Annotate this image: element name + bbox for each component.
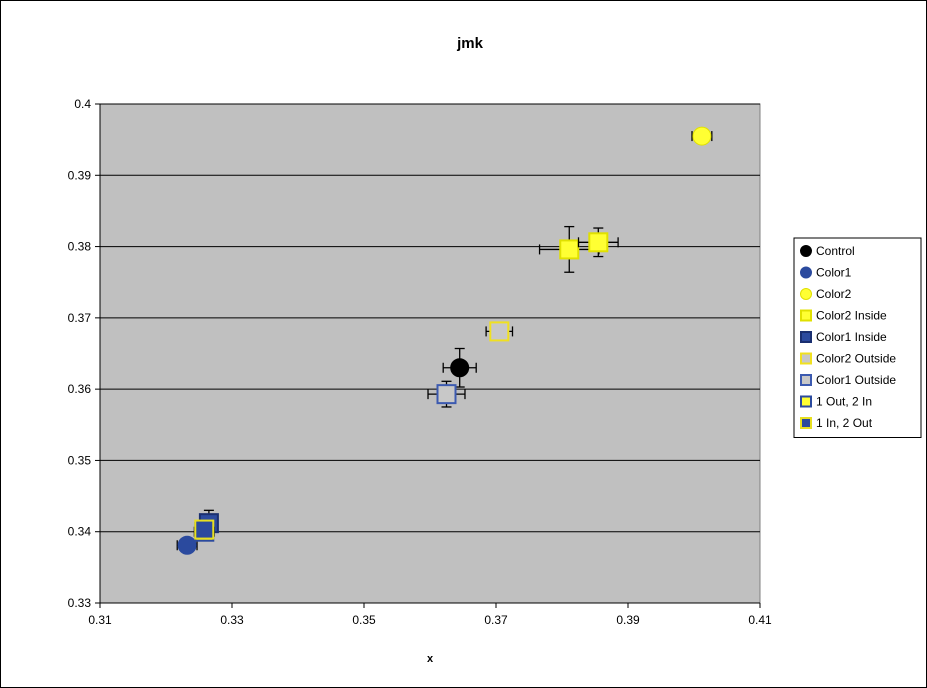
- y-tick-label: 0.36: [68, 382, 92, 396]
- data-point-1-in-2-out: [194, 519, 215, 540]
- y-tick-label: 0.4: [74, 97, 91, 111]
- legend-label: 1 In, 2 Out: [816, 416, 873, 430]
- y-tick-label: 0.34: [68, 525, 92, 539]
- legend-item-color1: Color1: [800, 266, 852, 280]
- y-tick-label: 0.33: [68, 596, 92, 610]
- legend-item-control: Control: [800, 244, 855, 258]
- x-tick-label: 0.31: [88, 613, 112, 627]
- legend-label: Color2 Outside: [816, 352, 896, 366]
- legend-marker-color2-inside: [800, 309, 812, 322]
- legend-marker-1-out-2-in: [800, 395, 812, 408]
- legend-label: 1 Out, 2 In: [816, 395, 872, 409]
- legend-marker-control: [800, 245, 812, 257]
- y-tick-label: 0.38: [68, 240, 92, 254]
- plot-area: 0.33 0.34 0.35 0.36 0.37 0.38 0.39 0.4 0.31 0.33 0…: [68, 97, 772, 627]
- legend-label: Color1 Inside: [816, 330, 887, 344]
- chart-title: jmk: [456, 35, 484, 52]
- data-point-color1-outside: [436, 384, 457, 405]
- legend-marker-color1-inside: [800, 331, 812, 343]
- data-point-color2-inside: [588, 232, 609, 253]
- legend-item-color2-outside: Color2 Outside: [800, 352, 896, 366]
- x-tick-label: 0.33: [220, 613, 244, 627]
- y-tick-label: 0.35: [68, 453, 92, 467]
- legend-label: Color2: [816, 287, 852, 301]
- data-point-color2-inside: [559, 239, 580, 260]
- legend-item-color2-inside: Color2 Inside: [800, 309, 887, 323]
- x-axis-label: x: [427, 653, 434, 665]
- legend-marker-1-in-2-out: [800, 417, 812, 429]
- legend: Control Color1 Color2 Color2 Inside Color1 I…: [793, 237, 922, 438]
- legend-label: Color2 Inside: [816, 309, 887, 323]
- x-tick-label: 0.35: [352, 613, 376, 627]
- y-tick-label: 0.39: [68, 168, 92, 182]
- legend-item-color1-inside: Color1 Inside: [800, 330, 887, 344]
- x-tick-label: 0.37: [484, 613, 508, 627]
- legend-marker-color2: [800, 288, 812, 300]
- legend-item-color2: Color2: [800, 287, 852, 301]
- legend-marker-color2-outside: [800, 352, 812, 365]
- data-point-color1: [177, 535, 197, 555]
- legend-item-1-out-2-in: 1 Out, 2 In: [800, 395, 872, 409]
- x-tick-label: 0.39: [616, 613, 640, 627]
- legend-item-1-in-2-out: 1 In, 2 Out: [800, 416, 873, 430]
- y-tick-label: 0.37: [68, 311, 92, 325]
- x-tick-label: 0.41: [748, 613, 772, 627]
- legend-label: Control: [816, 244, 855, 258]
- legend-item-color1-outside: Color1 Outside: [800, 373, 896, 387]
- data-point-color2: [692, 126, 712, 146]
- legend-marker-color1-outside: [800, 374, 812, 386]
- data-point-color2-outside: [489, 321, 510, 342]
- legend-box: [793, 237, 922, 438]
- legend-label: Color1 Outside: [816, 373, 896, 387]
- legend-marker-color1: [800, 266, 812, 279]
- legend-label: Color1: [816, 266, 852, 280]
- data-point-control: [450, 358, 470, 378]
